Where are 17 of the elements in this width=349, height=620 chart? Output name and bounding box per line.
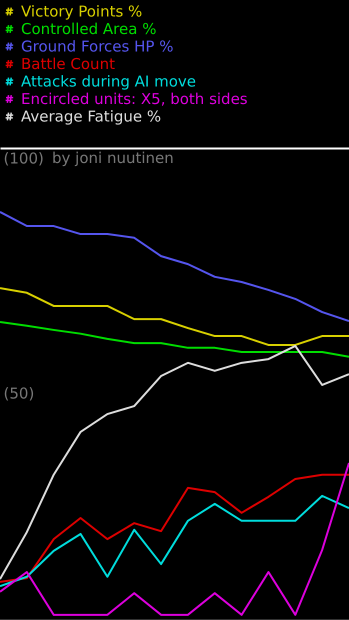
legend-label: Victory Points % [21, 2, 142, 20]
y-tick-label: (50) [4, 384, 34, 402]
legend-label: Controlled Area % [21, 20, 156, 38]
line-series [0, 494, 349, 588]
annotation: by joni nuutinen [52, 149, 174, 167]
line-series [0, 462, 349, 616]
line-series [0, 287, 349, 346]
legend-label: Battle Count [21, 55, 116, 73]
line-series [0, 474, 349, 583]
legend-label: Encircled units: X5, both sides [21, 90, 248, 108]
y-tick-label: (100) [4, 149, 44, 168]
line-series [0, 320, 349, 358]
line-series [0, 344, 349, 580]
legend-label: Attacks during AI move [21, 72, 196, 90]
legend-label: Average Fatigue % [21, 108, 162, 126]
line-series [0, 210, 349, 322]
legend-label: Ground Forces HP % [21, 38, 174, 56]
